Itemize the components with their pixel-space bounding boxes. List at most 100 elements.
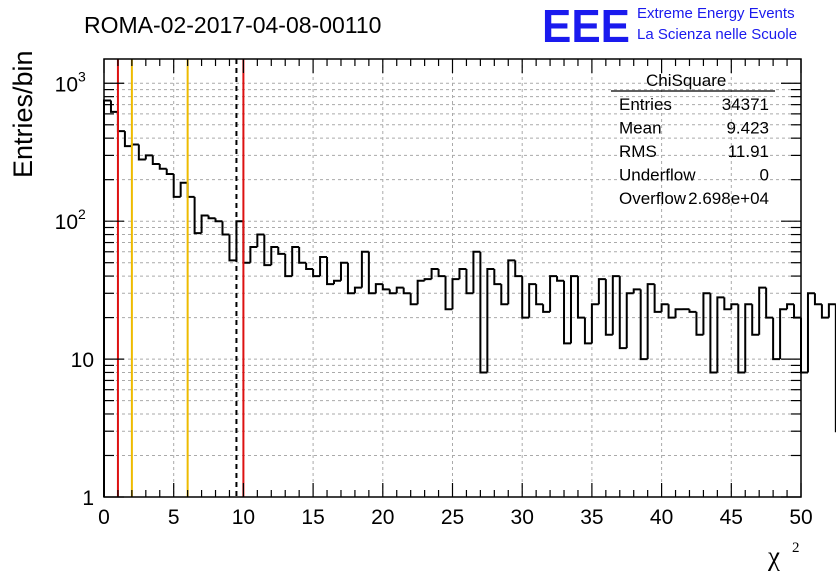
cut-lines (116, 59, 245, 497)
logo-line-2: La Scienza nelle Scuole (637, 26, 797, 43)
histogram-bin (618, 276, 627, 350)
histogram-bin (723, 297, 732, 311)
histogram-bin (604, 279, 613, 336)
x-tick-label: 50 (789, 506, 812, 529)
histogram-bin (360, 250, 369, 288)
histogram-bin (793, 304, 801, 319)
x-tick-label: 20 (371, 506, 394, 529)
histogram-bin (688, 309, 697, 313)
histogram-bin (500, 284, 509, 306)
histogram-bins (103, 99, 836, 497)
stats-value: 9.423 (726, 119, 769, 138)
histogram-bin (493, 269, 502, 286)
y-tick-label: 1 (82, 487, 94, 510)
histogram-bin (326, 256, 335, 286)
stats-title: ChiSquare (646, 71, 726, 90)
histogram-bin (312, 269, 321, 278)
histogram-bin (716, 296, 725, 373)
histogram-bin (549, 275, 558, 312)
x-axis-label-superscript: 2 (792, 540, 800, 556)
y-tick-label-exp: 2 (78, 206, 86, 222)
histogram-bin (305, 262, 314, 271)
x-tick-label: 5 (168, 506, 180, 529)
histogram-bin (569, 275, 578, 344)
histogram-bin (207, 215, 216, 220)
histogram-bin (437, 269, 446, 278)
histogram-bin (263, 234, 272, 267)
histogram-bin (319, 255, 328, 277)
y-tick-label: 10 (71, 349, 94, 372)
x-tick-label: 10 (232, 506, 255, 529)
histogram-bin (123, 131, 132, 148)
histogram-bin (625, 292, 634, 349)
histogram-bin (827, 303, 836, 318)
histogram-bin (514, 260, 523, 278)
eee-logo: EEE (542, 0, 630, 52)
histogram-bin (709, 293, 718, 374)
histogram-bin (409, 293, 418, 306)
stats-value: 34371 (722, 95, 769, 114)
stats-label: Overflow (619, 189, 687, 208)
histogram-bin (193, 196, 202, 235)
stats-value: 0 (760, 166, 769, 185)
histogram-bin (813, 293, 822, 306)
histogram-bin (521, 276, 530, 319)
y-tick-label-base: 1 (82, 487, 94, 510)
histogram-bin (660, 303, 669, 312)
stats-label: Underflow (619, 166, 696, 185)
histogram-bin (737, 304, 746, 374)
histogram-bin (646, 283, 655, 360)
y-tick-label-base: 10 (71, 349, 94, 372)
x-axis-label: χ 2 (767, 540, 800, 571)
histogram-bin (388, 289, 397, 295)
histogram-bin (556, 276, 565, 282)
histogram-bin (451, 278, 460, 310)
histogram-bin (416, 279, 425, 305)
histogram-bin (563, 280, 571, 345)
x-tick-label: 30 (511, 506, 534, 529)
histogram-bin (270, 245, 279, 266)
histogram-bin (130, 143, 139, 147)
histogram-bin (109, 100, 118, 113)
grid-lines (104, 59, 801, 497)
histogram-bin (186, 182, 195, 198)
histogram-bin (751, 304, 760, 336)
histogram-bin (786, 303, 795, 310)
histogram-bin (402, 287, 411, 295)
histogram-bin (465, 269, 474, 295)
histogram-bin (597, 278, 606, 305)
histogram-bin (479, 251, 488, 374)
histogram-bin (374, 283, 383, 294)
histogram-bin (583, 317, 592, 345)
histogram-bin (758, 286, 767, 335)
histogram-bin (339, 261, 348, 281)
histogram-bin (158, 163, 167, 170)
x-tick-label: 35 (580, 506, 603, 529)
histogram-bin (367, 251, 376, 295)
histogram-bin (137, 144, 146, 161)
histogram-bin (298, 246, 307, 264)
histogram-bin (639, 289, 648, 361)
stats-label: Mean (619, 119, 662, 138)
x-axis-label-base: χ (767, 541, 780, 571)
histogram-bin (249, 245, 258, 263)
histogram-bin (151, 155, 160, 165)
histogram-bin (702, 292, 711, 335)
histogram-bin (632, 288, 641, 294)
histogram-bin (576, 276, 585, 319)
histogram-bin (542, 304, 551, 313)
histogram-bin (590, 303, 599, 344)
histogram-bin (772, 317, 781, 361)
y-tick-label-exp: 3 (78, 68, 86, 84)
histogram-bin (346, 262, 355, 295)
y-tick-label: 10 2 (55, 206, 86, 234)
histogram-bin (430, 268, 439, 280)
histogram-bin (172, 173, 181, 198)
stats-label: Entries (619, 95, 672, 114)
histogram-bin (333, 279, 341, 285)
histogram-bin (395, 286, 404, 294)
stats-box: ChiSquare Entries 34371 Mean 9.423 RMS 11.91 U… (611, 71, 775, 208)
histogram-bin (486, 268, 495, 373)
